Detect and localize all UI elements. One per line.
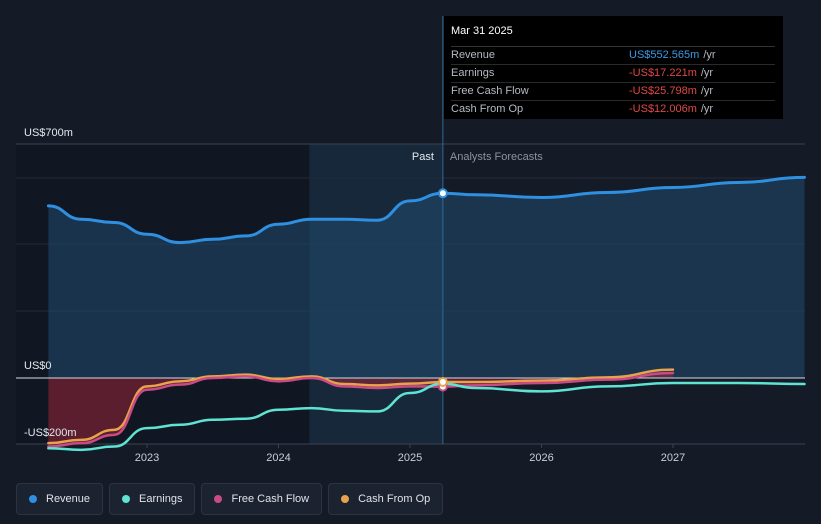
legend-item-earnings[interactable]: Earnings <box>109 483 196 515</box>
free-cash-flow-dot-icon <box>214 495 223 503</box>
tooltip-row-cash-from-op: Cash From Op -US$12.006m /yr <box>451 101 775 118</box>
tooltip-value: -US$12.006m <box>629 103 697 115</box>
legend-label: Free Cash Flow <box>231 493 310 505</box>
negative-area <box>48 372 673 447</box>
legend: Revenue Earnings Free Cash Flow Cash Fro… <box>16 483 444 515</box>
tooltip-label: Free Cash Flow <box>451 85 529 97</box>
x-tick-label: 2025 <box>398 452 422 464</box>
y-label-top: US$700m <box>24 127 73 139</box>
x-tick-label: 2026 <box>529 452 553 464</box>
series-line-cash-from-op <box>47 368 675 445</box>
tooltip-row-earnings: Earnings -US$17.221m /yr <box>451 65 775 83</box>
series-line-earnings <box>47 381 806 452</box>
tooltip-label: Revenue <box>451 49 496 61</box>
past-label: Past <box>412 151 434 163</box>
tooltip-unit: /yr <box>700 85 714 97</box>
tooltip-value: -US$25.798m <box>629 85 697 97</box>
chart-canvas: US$700m US$0 -US$200m Past Analysts Forecast… <box>16 16 806 464</box>
tooltip-unit: /yr <box>700 67 714 79</box>
cash-from-op-dot-icon <box>341 495 350 503</box>
tooltip-value: -US$17.221m <box>629 67 697 79</box>
series-line-revenue <box>46 175 806 245</box>
revenue-area <box>48 177 805 378</box>
tooltip-panel: Mar 31 2025 Revenue US$552.565m /yr Earn… <box>444 16 783 119</box>
y-label-bottom: -US$200m <box>24 427 77 439</box>
cash-from-op-marker <box>437 377 448 388</box>
tooltip-unit: /yr <box>700 103 714 115</box>
tooltip-row-free-cash-flow: Free Cash Flow -US$25.798m /yr <box>451 83 775 101</box>
forecast-label: Analysts Forecasts <box>450 151 543 163</box>
tooltip-date: Mar 31 2025 <box>451 24 775 47</box>
tooltip-value: US$552.565m <box>629 49 700 61</box>
x-tick-label: 2027 <box>661 452 685 464</box>
x-tick-label: 2024 <box>266 452 290 464</box>
legend-item-free-cash-flow[interactable]: Free Cash Flow <box>201 483 323 515</box>
x-tick-label: 2023 <box>135 452 159 464</box>
tooltip-row-revenue: Revenue US$552.565m /yr <box>451 47 775 65</box>
earnings-dot-icon <box>122 495 131 503</box>
revenue-dot-icon <box>29 495 37 503</box>
revenue-marker <box>437 188 448 199</box>
series-line-free-cash-flow <box>47 371 675 448</box>
legend-item-revenue[interactable]: Revenue <box>16 483 104 515</box>
legend-label: Earnings <box>139 493 183 505</box>
legend-item-cash-from-op[interactable]: Cash From Op <box>328 483 444 515</box>
tooltip-label: Earnings <box>451 67 495 79</box>
tooltip-label: Cash From Op <box>451 103 524 115</box>
legend-label: Revenue <box>46 493 91 505</box>
tooltip-unit: /yr <box>703 49 716 61</box>
legend-label: Cash From Op <box>358 493 431 505</box>
y-label-zero: US$0 <box>24 360 52 372</box>
